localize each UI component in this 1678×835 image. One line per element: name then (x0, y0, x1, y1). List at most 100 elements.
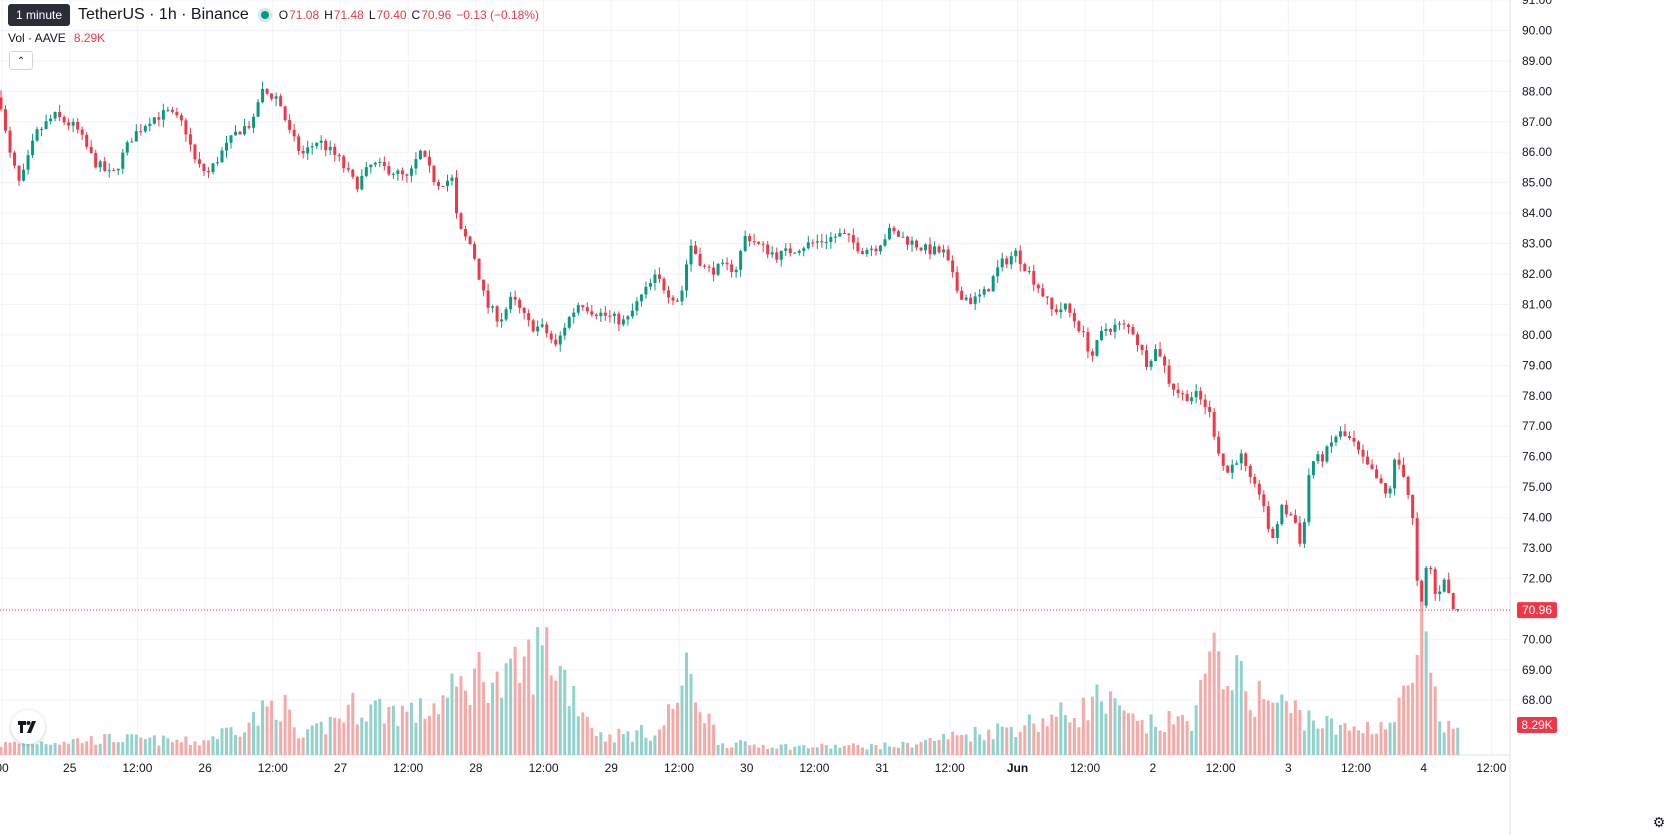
volume-bar (143, 739, 147, 755)
symbol-legend[interactable]: TetherUS · 1h · Binance O71.08 H71.48 L7… (78, 6, 539, 24)
volume-bar (748, 745, 752, 755)
candle-body (215, 162, 219, 164)
volume-bar (62, 741, 66, 755)
candle-body (98, 161, 102, 168)
volume-bar (522, 656, 526, 755)
volume-bar (486, 702, 490, 755)
volume-bar (549, 675, 553, 755)
volume-bar (883, 742, 887, 755)
volume-bar (558, 665, 562, 755)
volume-bar (279, 721, 283, 755)
volume-bar (297, 738, 301, 755)
volume-bar (874, 745, 878, 755)
candle-body (1271, 528, 1275, 538)
x-tick-label: 29 (605, 761, 619, 775)
volume-bar (400, 705, 404, 755)
volume-bar (1167, 710, 1171, 755)
open-key: O (278, 8, 289, 22)
volume-bar (1041, 718, 1045, 755)
collapse-legend-button[interactable]: ⌃ (9, 51, 33, 70)
candle-body (170, 109, 174, 112)
volume-bar (1298, 710, 1302, 755)
volume-bar (76, 738, 80, 755)
candle-body (283, 106, 287, 121)
candle-body (112, 170, 116, 172)
volume-bar (1239, 661, 1243, 755)
volume-bar (694, 702, 698, 755)
candle-body (1181, 393, 1185, 395)
candle-body (26, 155, 30, 170)
volume-bar (288, 709, 292, 755)
candle-body (644, 286, 648, 295)
candle-body (1095, 340, 1099, 356)
candle-body (346, 168, 350, 170)
volume-bar (847, 745, 851, 755)
volume-bar (238, 736, 242, 755)
candle-body (134, 131, 138, 142)
volume-bar (594, 736, 598, 755)
candle-body (554, 339, 558, 345)
volume-bar (1072, 717, 1076, 755)
volume-bar (346, 704, 350, 755)
candle-body (1325, 446, 1329, 462)
volume-bar (630, 741, 634, 755)
volume-bar (1131, 713, 1135, 755)
volume-legend[interactable]: Vol · AAVE 8.29K (8, 31, 105, 45)
candle-body (676, 300, 679, 302)
candle-body (491, 306, 495, 308)
volume-bar (603, 741, 607, 755)
volume-bar (116, 742, 120, 755)
candle-body (1361, 449, 1365, 457)
volume-bar (1325, 715, 1329, 755)
candle-body (1077, 321, 1081, 332)
volume-bar (0, 746, 3, 755)
volume-bar (1402, 685, 1406, 755)
volume-bar (1361, 733, 1365, 755)
volume-bar (1059, 702, 1063, 755)
candle-body (1072, 312, 1076, 322)
candle-body (139, 131, 143, 133)
volume-bar (234, 735, 238, 755)
y-tick-label: 88.00 (1522, 84, 1552, 98)
candle-body (414, 159, 418, 169)
candle-body (581, 305, 585, 308)
volume-bar (405, 711, 409, 755)
volume-bar (1384, 729, 1388, 755)
volume-bar (1208, 651, 1212, 755)
candle-body (1167, 365, 1171, 384)
volume-bar (712, 724, 716, 755)
volume-bar (1406, 685, 1410, 755)
volume-bar (495, 671, 499, 755)
tradingview-logo-icon[interactable] (11, 710, 45, 744)
candle-body (243, 126, 247, 135)
candle-body (1005, 258, 1009, 265)
volume-bar (418, 698, 422, 755)
volume-bar (274, 719, 278, 755)
candle-body (495, 306, 499, 322)
candle-body (770, 252, 774, 255)
high-key: H (324, 8, 333, 22)
last-volume-badge (1517, 717, 1557, 733)
volume-bar (527, 639, 531, 755)
volume-bar (639, 725, 643, 755)
volume-bar (229, 727, 233, 755)
candle-body (1023, 264, 1027, 272)
candle-body (1379, 478, 1383, 484)
volume-bar (581, 712, 585, 755)
gear-icon[interactable]: ⚙ (1652, 814, 1666, 830)
candle-body (1059, 309, 1063, 313)
volume-bar (590, 727, 594, 755)
candle-body (558, 335, 562, 345)
volume-bar (1271, 702, 1275, 755)
candle-body (279, 96, 283, 107)
volume-bar (337, 718, 341, 755)
candle-body (288, 120, 292, 130)
candle-body (1375, 469, 1379, 479)
candle-body (1239, 453, 1243, 464)
candle-body (716, 263, 720, 275)
candle-body (482, 279, 486, 291)
volume-bar (621, 734, 625, 755)
candle-body (815, 241, 819, 243)
candle-body (382, 161, 386, 166)
